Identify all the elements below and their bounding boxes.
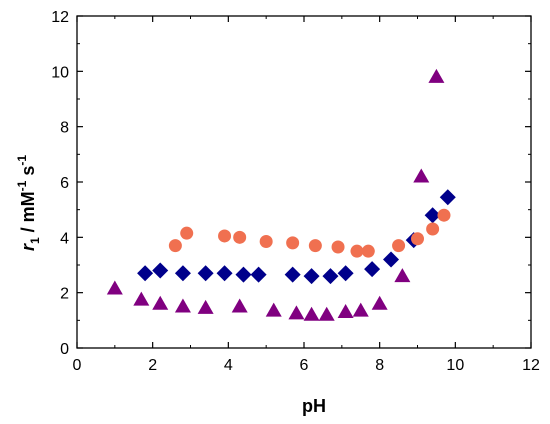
diamond-marker: [152, 262, 169, 279]
triangle-marker: [352, 302, 369, 317]
diamond-marker: [250, 266, 267, 283]
diamond-marker: [337, 265, 354, 282]
triangle-marker: [231, 298, 248, 313]
plot-area: [106, 68, 456, 321]
y-tick-label: 10: [51, 64, 69, 81]
circle-marker: [361, 244, 375, 258]
y-tick-label: 12: [51, 9, 69, 26]
y-tick-label: 8: [60, 120, 69, 137]
y-tick-label: 4: [60, 230, 69, 247]
x-tick-label: 2: [148, 357, 157, 374]
circle-marker: [426, 222, 440, 236]
x-tick-label: 12: [522, 357, 540, 374]
diamond-marker: [303, 268, 320, 285]
triangle-marker: [337, 304, 354, 319]
x-tick-label: 10: [446, 357, 464, 374]
diamond-marker: [439, 189, 456, 206]
circle-marker: [168, 239, 182, 253]
y-tick-label: 2: [60, 286, 69, 303]
triangle-marker: [303, 306, 320, 321]
triangle-marker: [174, 298, 191, 313]
triangle-marker: [133, 291, 150, 306]
diamond-marker: [383, 251, 400, 268]
axes: 0 2 4 6 8 10 12 0 2 4 6 8 10 12: [51, 9, 540, 374]
y-tick-label: 6: [60, 175, 69, 192]
circle-marker: [218, 229, 232, 243]
x-axis-title: pH: [302, 396, 326, 416]
triangle-marker: [318, 306, 335, 321]
circle-marker: [331, 240, 345, 254]
y-axis-title: r1 / mM-1 s-1: [15, 155, 42, 251]
diamond-marker: [137, 265, 154, 282]
triangle-marker: [265, 302, 282, 317]
diamond-marker: [197, 265, 214, 282]
x-tick-label: 0: [73, 357, 82, 374]
circle-marker: [350, 244, 364, 258]
triangle-marker: [394, 268, 411, 283]
triangle-marker: [428, 68, 445, 83]
circle-marker: [392, 239, 406, 253]
x-tick-label: 8: [375, 357, 384, 374]
triangle-marker: [197, 299, 214, 314]
triangle-marker: [288, 305, 305, 320]
circle-marker: [286, 236, 300, 250]
triangle-marker: [152, 295, 169, 310]
y-axis-title-subscript: 1: [28, 237, 42, 244]
circle-marker: [259, 234, 273, 248]
circle-marker: [233, 230, 247, 244]
plot-frame: [76, 15, 532, 349]
diamond-marker: [322, 268, 339, 285]
y-axis-title-unit: / mM: [18, 191, 38, 237]
y-axis-title-superscript-2: -1: [15, 155, 29, 166]
y-tick-label: 0: [60, 341, 69, 358]
diamond-marker: [284, 266, 301, 283]
circle-marker: [308, 239, 322, 253]
diamond-marker: [235, 266, 252, 283]
triangle-marker: [106, 280, 123, 295]
y-axis-title-unit-2: s: [18, 166, 38, 181]
triangle-marker: [371, 295, 388, 310]
triangle-marker: [413, 168, 430, 183]
diamond-marker: [424, 207, 441, 224]
y-axis-title-superscript-1: -1: [15, 180, 29, 191]
circle-marker: [180, 226, 194, 240]
diamond-marker: [216, 265, 233, 282]
circle-marker: [411, 232, 424, 246]
circle-marker: [437, 208, 451, 222]
diamond-marker: [174, 265, 191, 282]
x-tick-label: 6: [300, 357, 309, 374]
diamond-marker: [364, 261, 381, 278]
y-axis-title-symbol: r: [18, 243, 38, 251]
x-tick-label: 4: [224, 357, 233, 374]
